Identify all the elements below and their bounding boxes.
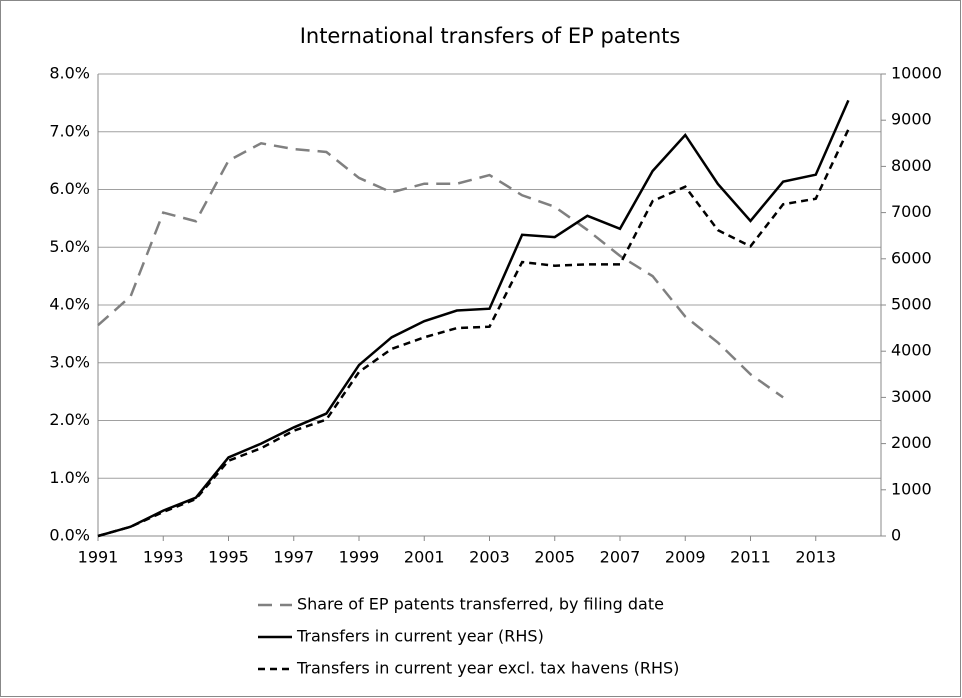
x-tick-label: 1997 — [273, 548, 314, 567]
y2-tick-label: 4000 — [891, 341, 932, 360]
y-tick-label: 8.0% — [49, 64, 90, 83]
y-tick-label: 4.0% — [49, 295, 90, 314]
x-tick-label: 1993 — [143, 548, 184, 567]
legend-label: Transfers in current year excl. tax have… — [296, 659, 679, 678]
legend-label: Transfers in current year (RHS) — [296, 627, 544, 646]
chart-title: International transfers of EP patents — [300, 24, 681, 48]
legend-label: Share of EP patents transferred, by fili… — [297, 595, 664, 614]
x-tick-label: 2011 — [730, 548, 771, 567]
line-series — [97, 99, 850, 538]
y2-tick-label: 0 — [891, 526, 901, 545]
y2-tick-label: 9000 — [891, 110, 932, 129]
line-series — [97, 141, 784, 399]
x-tick-label: 2005 — [534, 548, 575, 567]
x-tick-label: 1999 — [339, 548, 380, 567]
x-tick-label: 2013 — [795, 548, 836, 567]
y2-tick-label: 1000 — [891, 479, 932, 498]
y2-tick-label: 8000 — [891, 156, 932, 175]
x-tick-label: 1991 — [78, 548, 119, 567]
y2-tick-label: 10000 — [891, 64, 942, 83]
y-tick-label: 6.0% — [49, 179, 90, 198]
y-tick-label: 7.0% — [49, 121, 90, 140]
y2-tick-label: 6000 — [891, 248, 932, 267]
x-tick-label: 2003 — [469, 548, 510, 567]
x-tick-label: 2007 — [600, 548, 641, 567]
y-tick-label: 1.0% — [49, 468, 90, 487]
y2-tick-label: 2000 — [891, 433, 932, 452]
y2-tick-label: 7000 — [891, 202, 932, 221]
x-tick-label: 2001 — [404, 548, 445, 567]
y-tick-label: 3.0% — [49, 352, 90, 371]
x-tick-label: 1995 — [208, 548, 249, 567]
y-tick-label: 0.0% — [49, 526, 90, 545]
y2-tick-label: 3000 — [891, 387, 932, 406]
line-series — [97, 128, 850, 538]
y-tick-label: 2.0% — [49, 410, 90, 429]
x-tick-label: 2009 — [665, 548, 706, 567]
y-tick-label: 5.0% — [49, 237, 90, 256]
y2-tick-label: 5000 — [891, 295, 932, 314]
